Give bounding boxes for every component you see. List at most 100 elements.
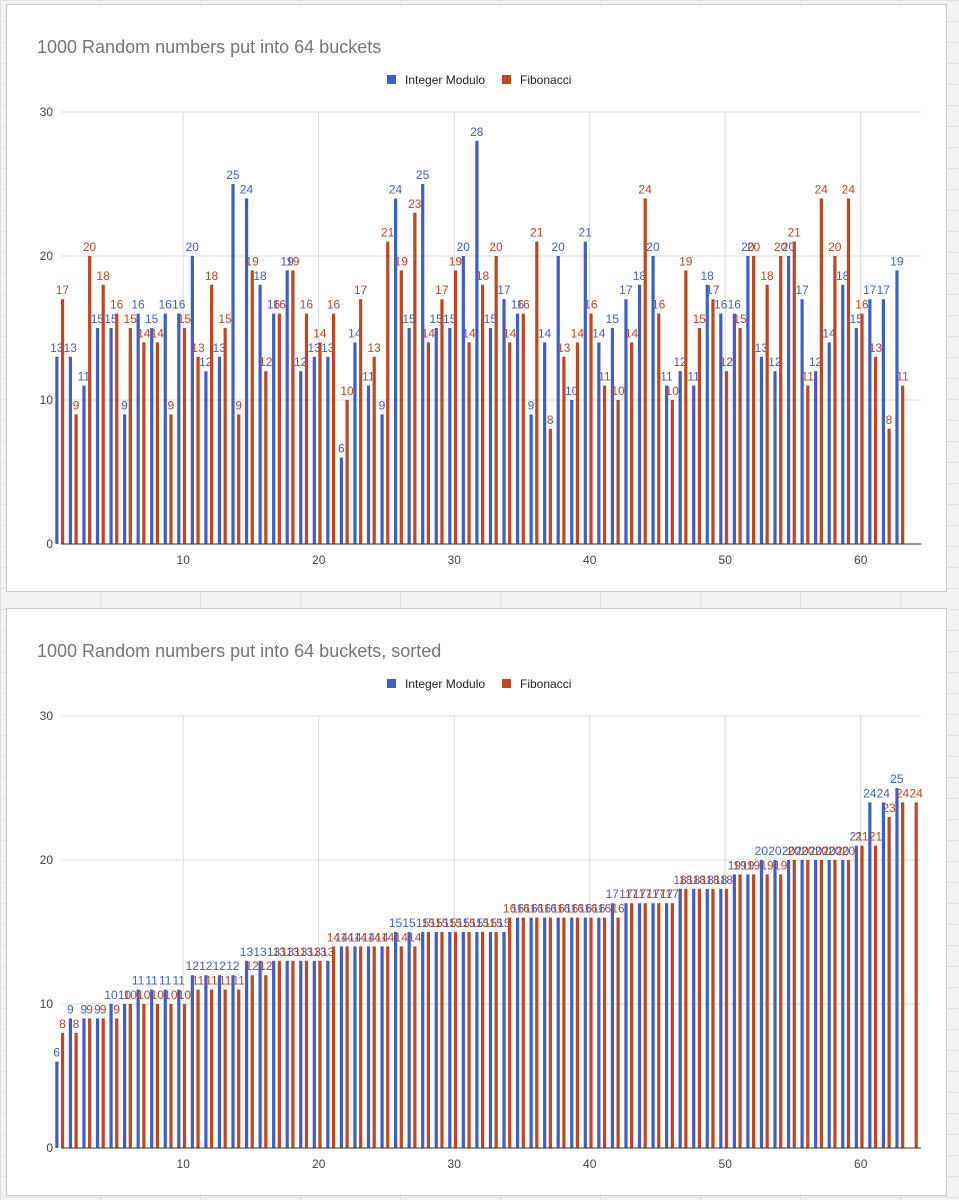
bar-fibonacci	[752, 874, 756, 1148]
bar-integer-modulo	[637, 903, 642, 1148]
bar-integer-modulo	[746, 874, 750, 1148]
data-label-integer-modulo: 12	[673, 355, 687, 369]
data-label-integer-modulo: 21	[850, 830, 864, 844]
bar-fibonacci	[237, 989, 241, 1148]
data-label-integer-modulo: 13	[267, 945, 281, 959]
data-label-integer-modulo: 12	[186, 959, 200, 973]
bar-fibonacci	[494, 256, 498, 544]
data-label-fibonacci: 14	[340, 930, 354, 944]
bar-fibonacci	[60, 299, 65, 544]
bar-integer-modulo	[814, 860, 818, 1148]
chart-title: 1000 Random numbers put into 64 buckets,…	[37, 641, 441, 661]
bar-integer-modulo	[217, 975, 222, 1148]
data-label-fibonacci: 13	[557, 341, 571, 355]
bar-fibonacci	[331, 313, 336, 544]
bar-fibonacci	[318, 960, 322, 1148]
bar-integer-modulo	[272, 960, 276, 1148]
bar-fibonacci	[210, 989, 214, 1148]
bar-integer-modulo	[353, 342, 357, 544]
bar-integer-modulo	[434, 328, 438, 544]
data-label-fibonacci: 23	[408, 197, 422, 211]
bar-fibonacci	[359, 946, 363, 1148]
data-label-integer-modulo: 15	[443, 312, 457, 326]
bar-fibonacci	[806, 385, 810, 544]
bar-fibonacci	[196, 989, 200, 1148]
data-label-fibonacci: 14	[354, 930, 368, 944]
data-label-fibonacci: 10	[340, 384, 354, 398]
data-label-integer-modulo: 13	[294, 945, 308, 959]
data-label-integer-modulo: 25	[890, 772, 904, 786]
bar-integer-modulo	[258, 284, 262, 544]
data-label-integer-modulo: 13	[64, 341, 78, 355]
bar-fibonacci	[711, 888, 715, 1148]
data-label-integer-modulo: 13	[50, 341, 64, 355]
bar-fibonacci	[115, 313, 119, 544]
data-label-fibonacci: 9	[73, 398, 80, 412]
data-label-fibonacci: 19	[747, 858, 761, 872]
bar-fibonacci	[453, 932, 458, 1148]
data-label-integer-modulo: 13	[321, 341, 335, 355]
data-label-fibonacci: 14	[137, 326, 151, 340]
bar-integer-modulo	[529, 917, 533, 1148]
bar-fibonacci	[440, 932, 444, 1148]
bar-fibonacci	[169, 1004, 173, 1148]
bar-fibonacci	[873, 845, 878, 1148]
data-label-fibonacci: 16	[300, 298, 314, 312]
data-label-integer-modulo: 20	[186, 240, 200, 254]
bar-fibonacci	[372, 946, 376, 1148]
bar-fibonacci	[819, 860, 823, 1148]
data-label-fibonacci: 10	[611, 384, 625, 398]
bar-fibonacci	[657, 313, 661, 544]
data-label-fibonacci: 14	[313, 326, 327, 340]
data-label-fibonacci: 18	[476, 269, 490, 283]
bar-fibonacci	[74, 1032, 78, 1148]
data-label-fibonacci: 15	[218, 312, 232, 326]
data-label-integer-modulo: 24	[863, 786, 877, 800]
data-label-fibonacci: 16	[327, 298, 341, 312]
data-label-fibonacci: 18	[96, 269, 110, 283]
data-label-integer-modulo: 12	[199, 959, 213, 973]
bar-fibonacci	[779, 874, 783, 1148]
data-label-fibonacci: 13	[300, 945, 314, 959]
chart-panel-unsorted: 1000 Random numbers put into 64 buckets I…	[6, 4, 947, 592]
bar-fibonacci	[237, 414, 241, 544]
data-label-fibonacci: 15	[462, 916, 476, 930]
data-label-fibonacci: 18	[720, 873, 734, 887]
bar-fibonacci	[88, 1018, 92, 1148]
bar-fibonacci	[616, 917, 620, 1148]
data-label-fibonacci: 11	[192, 974, 205, 988]
bar-fibonacci	[115, 1018, 119, 1148]
data-label-integer-modulo: 9	[121, 398, 128, 412]
bar-integer-modulo	[502, 299, 506, 544]
data-label-integer-modulo: 20	[741, 240, 755, 254]
bar-integer-modulo	[136, 989, 140, 1148]
data-label-fibonacci: 15	[178, 312, 192, 326]
bar-fibonacci	[901, 802, 905, 1148]
data-label-fibonacci: 24	[909, 786, 923, 800]
bar-integer-modulo	[244, 960, 249, 1148]
data-label-integer-modulo: 11	[145, 974, 158, 988]
data-label-fibonacci: 14	[367, 930, 381, 944]
data-label-fibonacci: 17	[354, 283, 368, 297]
bar-fibonacci	[318, 342, 322, 544]
data-label-integer-modulo: 13	[240, 945, 254, 959]
data-label-fibonacci: 20	[787, 844, 801, 858]
bar-fibonacci	[657, 903, 661, 1148]
bar-chart-sorted: 1000 Random numbers put into 64 buckets,…	[37, 641, 923, 1171]
bar-fibonacci	[846, 198, 851, 544]
bar-fibonacci	[779, 256, 783, 544]
bar-integer-modulo	[366, 385, 371, 544]
bar-integer-modulo	[543, 342, 547, 544]
data-label-integer-modulo: 11	[78, 370, 91, 384]
data-label-fibonacci: 19	[774, 858, 788, 872]
bar-integer-modulo	[55, 1061, 59, 1148]
bar-integer-modulo	[651, 903, 655, 1148]
x-tick-label: 40	[583, 1157, 597, 1171]
bar-fibonacci	[345, 400, 349, 544]
data-label-fibonacci: 13	[286, 945, 300, 959]
bar-integer-modulo	[407, 328, 411, 544]
bar-fibonacci	[291, 960, 295, 1148]
data-label-fibonacci: 15	[435, 916, 449, 930]
bar-fibonacci	[399, 946, 403, 1148]
bar-integer-modulo	[448, 932, 452, 1148]
